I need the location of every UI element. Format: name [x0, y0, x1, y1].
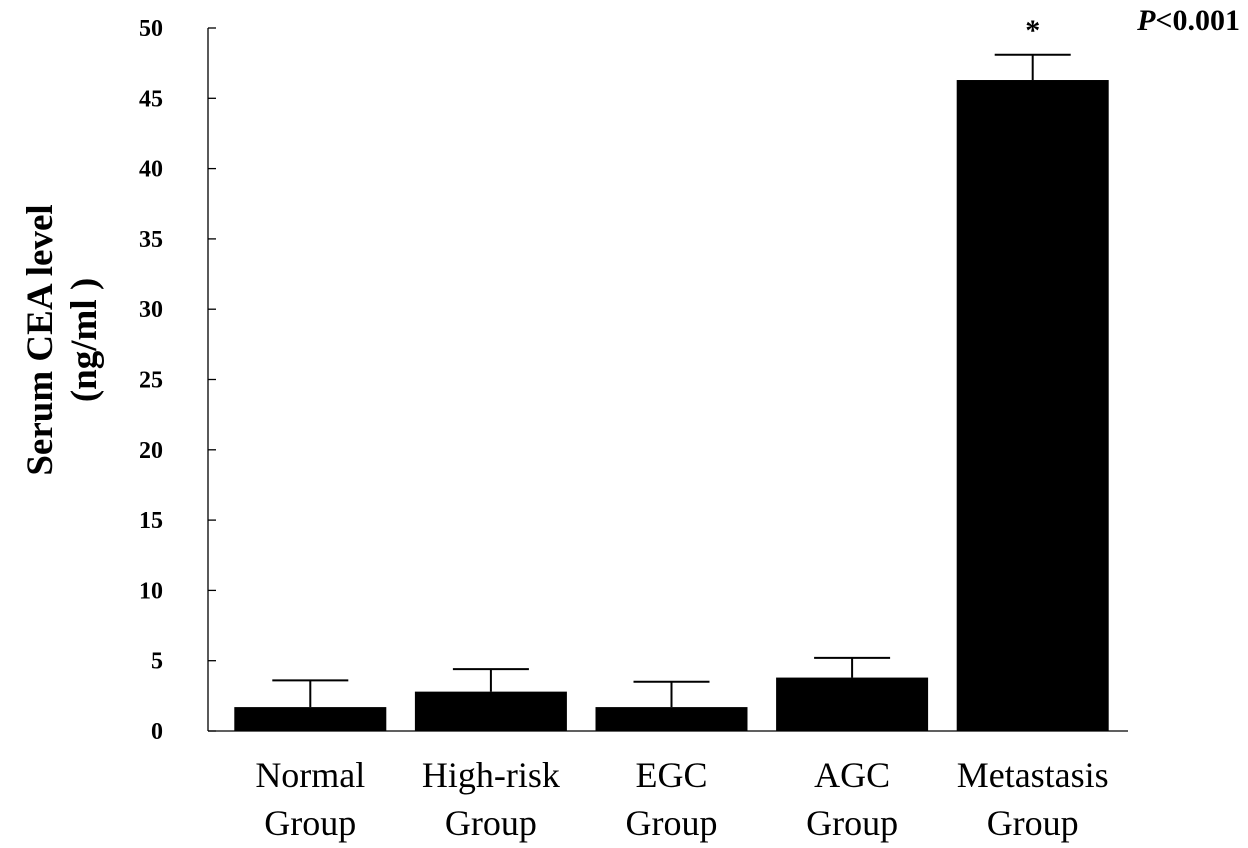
category-label-line: High-risk [422, 755, 560, 795]
category-label-line: Group [626, 803, 718, 843]
category-label-line: AGC [814, 755, 890, 795]
bar [776, 677, 929, 731]
error-bars [272, 53, 1071, 708]
category-label-line: Group [987, 803, 1079, 843]
y-tick-label: 50 [139, 16, 163, 42]
p-value-number: <0.001 [1155, 4, 1240, 37]
category-label-line: EGC [636, 755, 708, 795]
y-tick-label: 30 [139, 297, 163, 323]
bar [956, 80, 1109, 732]
y-tick-label: 40 [139, 157, 163, 183]
category-label-line: Group [264, 803, 356, 843]
y-tick-label: 20 [139, 438, 163, 464]
y-axis-label-line: Serum CEA level [20, 204, 61, 475]
bars [234, 80, 1109, 732]
category-label: AGC Group [806, 755, 898, 843]
y-ticks: 0 5 10 15 20 25 30 35 40 45 50 [139, 16, 216, 745]
category-label: EGC Group [626, 755, 718, 843]
bar [595, 707, 748, 731]
y-axis-title: Serum CEA level(ng/ml ) [20, 204, 105, 475]
y-axis-label: Serum CEA level(ng/ml ) [20, 204, 105, 475]
annotations: * P<0.001 [1025, 4, 1240, 47]
bar [414, 691, 567, 731]
category-label: Normal Group [255, 755, 365, 843]
bar [234, 707, 387, 731]
y-tick-label: 45 [139, 86, 163, 112]
category-label-line: Metastasis [957, 755, 1109, 795]
y-tick-label: 10 [139, 578, 163, 604]
y-tick-label: 5 [151, 649, 163, 675]
category-label: High-risk Group [422, 755, 560, 843]
category-label-line: Group [806, 803, 898, 843]
y-tick-label: 15 [139, 508, 163, 534]
y-tick-label: 25 [139, 368, 163, 394]
p-value-label: P<0.001 [1136, 4, 1240, 37]
y-axis-label-line: (ng/ml ) [64, 278, 105, 402]
y-tick-label: 0 [151, 719, 163, 745]
p-value-symbol: P [1136, 4, 1156, 37]
significance-asterisk: * [1025, 14, 1040, 47]
category-label: Metastasis Group [957, 755, 1109, 843]
category-label-line: Normal [255, 755, 365, 795]
category-labels: Normal Group High-risk Group EGC Group AGC Grou… [255, 755, 1108, 843]
y-tick-label: 35 [139, 227, 163, 253]
category-label-line: Group [445, 803, 537, 843]
